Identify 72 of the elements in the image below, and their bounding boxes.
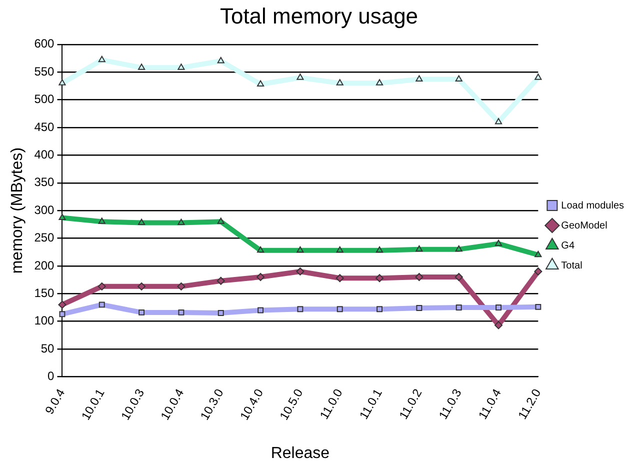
- point: [59, 311, 66, 318]
- y-tick-label: 200: [34, 258, 55, 272]
- point: [177, 282, 186, 290]
- point: [296, 246, 304, 253]
- point: [257, 80, 264, 87]
- point: [494, 240, 502, 246]
- y-tick-label: 550: [34, 64, 55, 78]
- point: [336, 274, 344, 282]
- point: [257, 246, 264, 253]
- point: [376, 306, 382, 312]
- point: [376, 274, 384, 282]
- point: [534, 250, 542, 258]
- point: [455, 245, 462, 252]
- point: [534, 74, 542, 80]
- point: [296, 267, 304, 276]
- point: [416, 75, 423, 82]
- point: [535, 304, 542, 310]
- legend-label: Total: [561, 260, 582, 272]
- point: [456, 304, 462, 310]
- point: [415, 273, 424, 282]
- point: [178, 218, 185, 225]
- point: [455, 75, 462, 82]
- point: [256, 273, 265, 282]
- y-tick-label: 100: [34, 314, 55, 328]
- point: [454, 273, 463, 282]
- point: [376, 246, 384, 253]
- point: [534, 267, 542, 276]
- point: [494, 321, 503, 330]
- point: [178, 309, 184, 316]
- y-tick-label: 50: [40, 341, 55, 356]
- legend-label: Load modules: [561, 200, 624, 212]
- point: [138, 64, 146, 70]
- point: [336, 79, 344, 86]
- y-tick-label: 350: [34, 175, 55, 190]
- point: [336, 246, 344, 253]
- point: [376, 79, 384, 86]
- y-tick-label: 450: [34, 120, 55, 134]
- point: [98, 218, 106, 224]
- point: [216, 276, 225, 285]
- point: [336, 306, 343, 312]
- point: [138, 282, 146, 290]
- point: [217, 218, 224, 224]
- y-tick-label: 500: [34, 92, 55, 106]
- y-tick-label: 0: [48, 369, 55, 384]
- y-tick-label: 150: [34, 286, 55, 300]
- y-tick-label: 250: [34, 230, 55, 245]
- y-axis-title: memory (MBytes): [9, 147, 26, 274]
- point: [138, 218, 146, 225]
- point: [296, 74, 304, 80]
- point: [58, 300, 66, 309]
- y-tick-label: 600: [34, 36, 55, 51]
- point: [496, 304, 502, 310]
- point: [416, 245, 423, 252]
- point: [258, 307, 264, 314]
- point: [98, 56, 106, 62]
- y-tick-label: 400: [34, 147, 55, 162]
- point: [138, 309, 145, 316]
- x-axis-title: Release: [270, 444, 330, 462]
- chart-title: Total memory usage: [220, 3, 418, 28]
- point: [494, 118, 502, 124]
- point: [217, 57, 224, 64]
- point: [98, 302, 105, 308]
- y-tick-label: 300: [34, 202, 55, 217]
- point: [297, 306, 304, 312]
- point: [178, 64, 185, 70]
- point: [416, 305, 422, 312]
- legend-label: G4: [561, 240, 575, 252]
- point: [58, 79, 66, 86]
- point: [218, 310, 224, 316]
- point: [58, 214, 66, 220]
- point: [98, 282, 106, 290]
- legend-label: GeoModel: [561, 220, 608, 232]
